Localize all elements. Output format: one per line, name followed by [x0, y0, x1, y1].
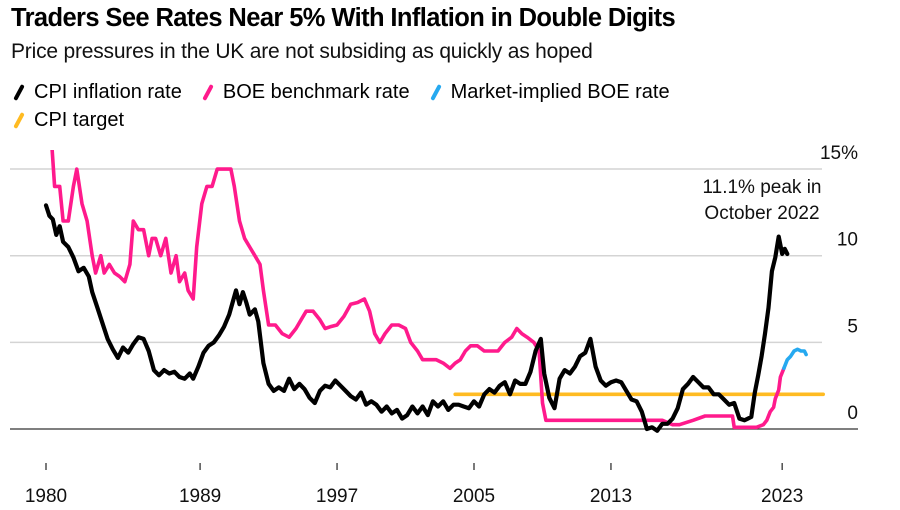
series-line-cpi-inflation-rate	[43, 203, 790, 433]
x-axis: 1980 1989 1997 2005 2013 2023	[25, 463, 803, 507]
series-lines	[43, 150, 825, 433]
x-tick-label: 2023	[761, 486, 803, 507]
x-tick-label: 2013	[590, 486, 632, 507]
legend-row-2: CPI target	[11, 106, 891, 134]
peak-annotation-text: October 2022	[704, 203, 819, 224]
legend-item-cpi-inflation: CPI inflation rate	[11, 81, 182, 104]
legend: CPI inflation rate BOE benchmark rate Ma…	[11, 78, 891, 134]
chart-subtitle: Price pressures in the UK are not subsid…	[11, 40, 593, 63]
x-tick-label: 1989	[179, 486, 221, 507]
peak-annotation-text: 11.1% peak in	[702, 177, 821, 198]
y-tick-label: 5	[847, 316, 858, 337]
y-tick-label: 10	[837, 230, 858, 251]
legend-label: CPI target	[34, 108, 125, 131]
series-line-boe-benchmark-rate	[50, 150, 786, 430]
annotations: 11.1% peak in October 2022	[702, 177, 821, 224]
x-tick-label: 1980	[25, 486, 67, 507]
legend-row-1: CPI inflation rate BOE benchmark rate Ma…	[11, 78, 891, 106]
legend-label: CPI inflation rate	[34, 80, 182, 103]
legend-label: BOE benchmark rate	[222, 80, 410, 103]
y-axis: 0 5 10 15%	[820, 143, 858, 424]
series-line-market-implied-boe-rate	[782, 347, 808, 371]
y-tick-label: 15%	[820, 143, 858, 164]
chart-title: Traders See Rates Near 5% With Inflation…	[11, 4, 676, 32]
legend-item-boe-benchmark: BOE benchmark rate	[200, 81, 410, 104]
legend-item-cpi-target: CPI target	[11, 109, 124, 132]
x-tick-label: 2005	[453, 486, 495, 507]
y-tick-label: 0	[847, 403, 858, 424]
x-tick-label: 1997	[316, 486, 358, 507]
legend-label: Market-implied BOE rate	[450, 80, 670, 103]
legend-item-market-implied: Market-implied BOE rate	[428, 81, 670, 104]
